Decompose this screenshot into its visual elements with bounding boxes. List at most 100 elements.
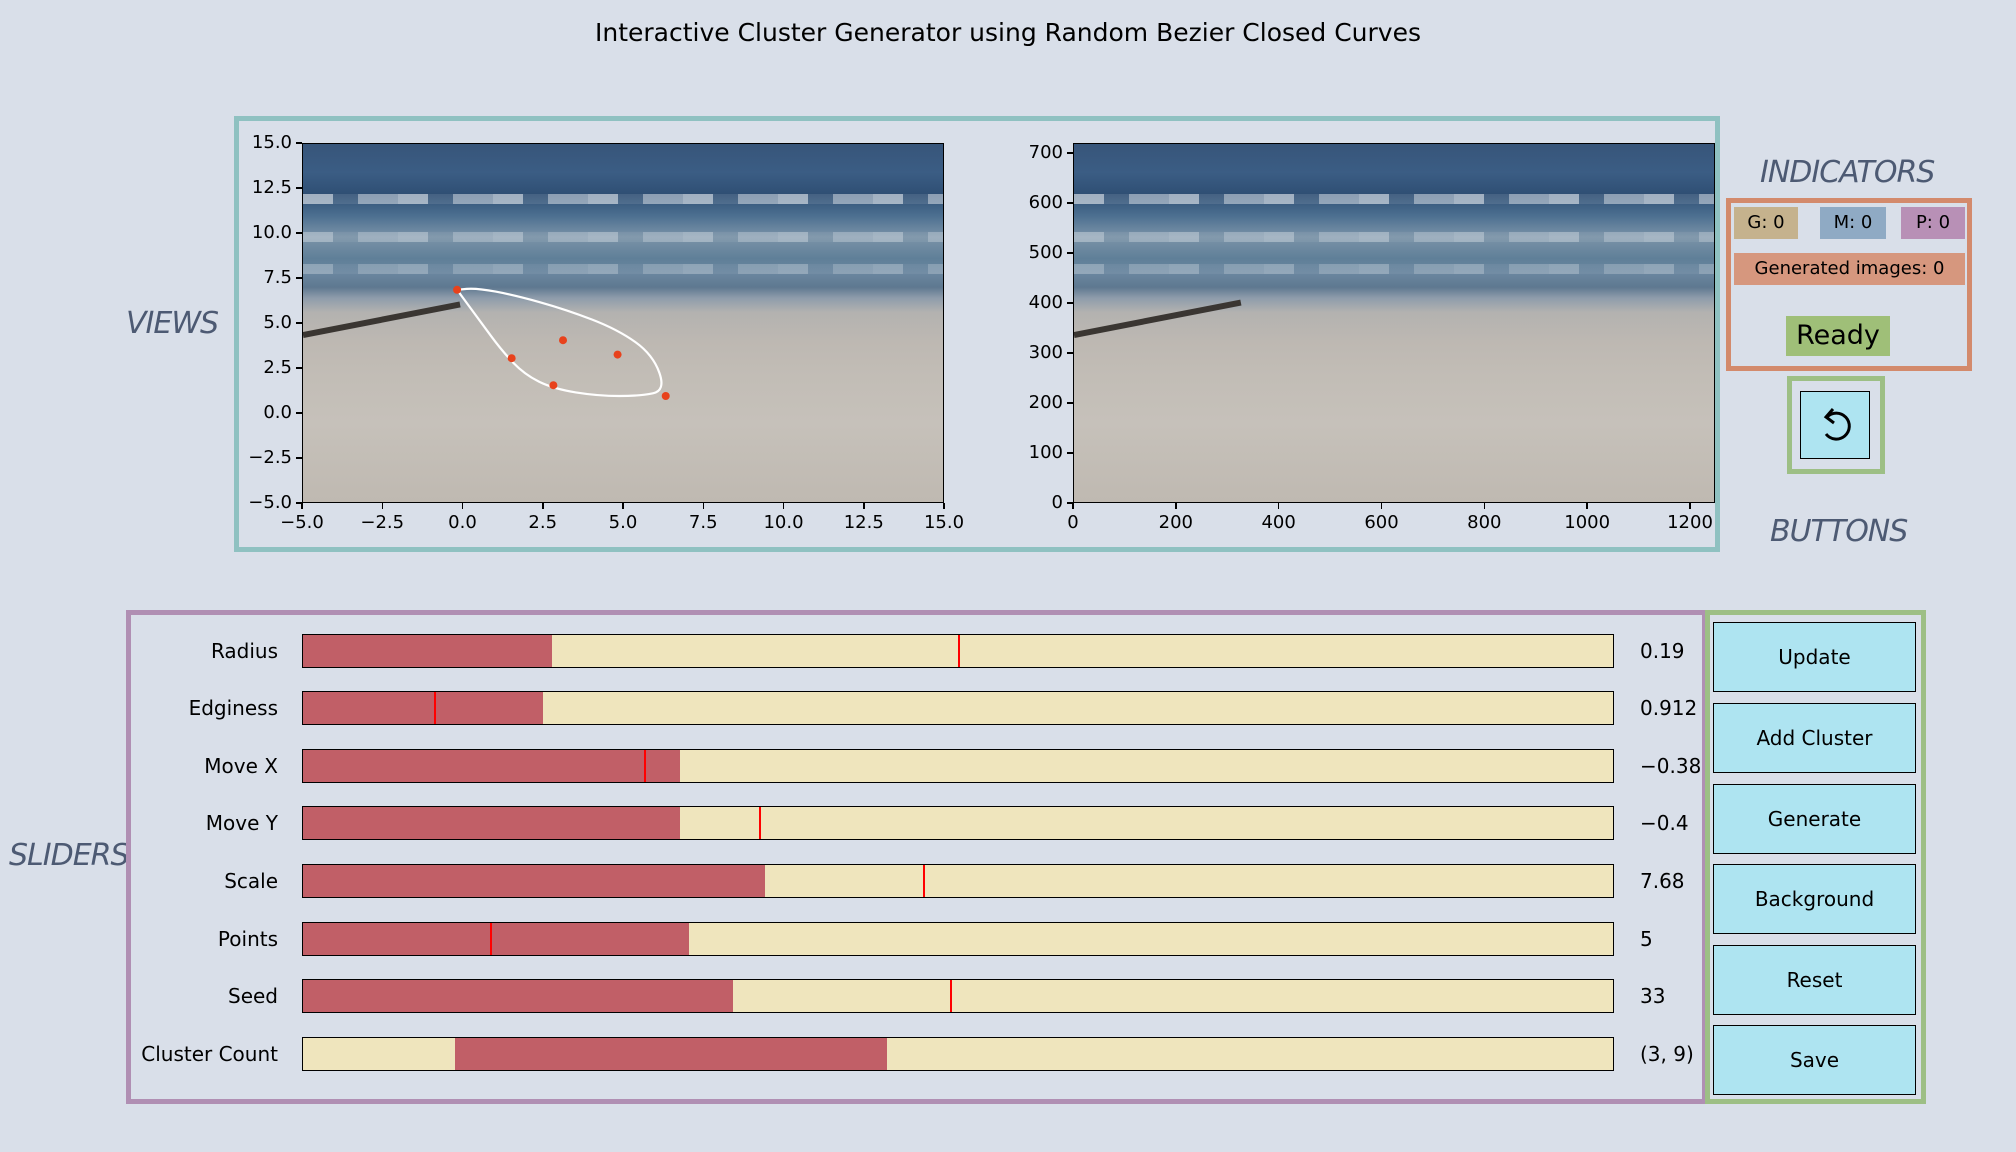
control-point[interactable]	[507, 354, 516, 363]
indicator-p: P: 0	[1901, 207, 1965, 239]
undo-arrow-icon	[1823, 408, 1851, 441]
status-indicator: Ready	[1786, 316, 1890, 356]
right-y-tick-mark	[1067, 152, 1073, 154]
control-point[interactable]	[559, 336, 568, 345]
right-x-tick-label: 0	[1067, 512, 1079, 533]
left-y-tick-label: 2.5	[263, 357, 292, 378]
right-y-tick-mark	[1067, 502, 1073, 504]
indicator-generated-images: Generated images: 0	[1734, 253, 1965, 285]
right-y-tick-mark	[1067, 452, 1073, 454]
slider-fill	[303, 980, 733, 1012]
slider-label-scale: Scale	[224, 869, 278, 893]
left-x-tick-label: 5.0	[608, 512, 638, 533]
left-view-image[interactable]	[302, 143, 944, 503]
right-x-tick-label: 600	[1364, 512, 1399, 533]
right-x-tick-label: 200	[1158, 512, 1193, 533]
slider-initial-marker	[758, 807, 761, 839]
background-button[interactable]: Background	[1713, 864, 1916, 934]
indicator-g: G: 0	[1734, 207, 1798, 239]
slider-label-seed: Seed	[228, 984, 278, 1008]
slider-value-move-y: −0.4	[1640, 811, 1689, 835]
left-y-tick-mark	[296, 277, 302, 279]
slider-move-x[interactable]	[302, 749, 1614, 783]
slider-cluster-count[interactable]	[302, 1037, 1614, 1071]
left-x-tick-mark	[702, 503, 704, 509]
reset-button[interactable]: Reset	[1713, 945, 1916, 1015]
slider-fill	[303, 635, 552, 667]
slider-value-radius: 0.19	[1640, 639, 1685, 663]
left-y-tick-mark	[296, 502, 302, 504]
slider-scale[interactable]	[302, 864, 1614, 898]
left-x-tick-mark	[461, 503, 464, 509]
wave-foam	[1074, 264, 1714, 274]
slider-label-edginess: Edginess	[188, 696, 278, 720]
slider-value-points: 5	[1640, 927, 1653, 951]
update-button[interactable]: Update	[1713, 622, 1916, 692]
bezier-curve	[456, 287, 663, 398]
slider-seed[interactable]	[302, 979, 1614, 1013]
left-x-tick-label: 12.5	[843, 512, 884, 533]
control-point[interactable]	[453, 285, 462, 294]
slider-fill	[303, 750, 681, 782]
slider-radius[interactable]	[302, 634, 1614, 668]
slider-initial-marker	[922, 865, 925, 897]
left-y-tick-mark	[296, 367, 302, 369]
control-point[interactable]	[549, 381, 558, 390]
slider-initial-marker	[490, 923, 493, 955]
slider-label-move-y: Move Y	[205, 811, 278, 835]
slider-fill	[303, 865, 766, 897]
left-y-tick-label: 10.0	[251, 222, 292, 243]
left-x-tick-label: 2.5	[528, 512, 558, 533]
indicator-m: M: 0	[1820, 207, 1886, 239]
left-y-tick-label: 15.0	[251, 132, 292, 153]
wave-foam	[1074, 194, 1714, 204]
wave-foam	[303, 264, 943, 274]
slider-fill	[454, 1038, 888, 1070]
left-y-tick-label: 0.0	[263, 402, 292, 423]
slider-initial-marker	[434, 692, 436, 724]
wave-foam	[303, 194, 943, 204]
right-x-tick-mark	[1380, 503, 1383, 509]
right-view-image	[1073, 143, 1715, 503]
left-y-tick-label: −2.5	[248, 447, 292, 468]
add-cluster-button[interactable]: Add Cluster	[1713, 703, 1916, 773]
buttons-frame	[1705, 610, 1926, 1104]
slider-label-points: Points	[217, 927, 278, 951]
save-button[interactable]: Save	[1713, 1025, 1916, 1095]
right-y-tick-mark	[1067, 302, 1073, 304]
slider-points[interactable]	[302, 922, 1614, 956]
slider-move-y[interactable]	[302, 806, 1614, 840]
left-x-tick-mark	[863, 503, 865, 509]
indicators-frame	[1726, 198, 1972, 371]
control-point[interactable]	[661, 392, 670, 400]
right-y-tick-label: 0	[1051, 492, 1063, 513]
buttons-section-label: BUTTONS	[1770, 514, 1908, 549]
generate-button[interactable]: Generate	[1713, 784, 1916, 854]
right-y-tick-label: 700	[1028, 142, 1063, 163]
sliders-frame	[126, 610, 1707, 1104]
sliders-section-label: SLIDERS	[9, 838, 130, 873]
left-x-tick-label: 10.0	[763, 512, 804, 533]
right-x-tick-mark	[1689, 503, 1691, 509]
right-x-tick-label: 400	[1261, 512, 1296, 533]
right-y-tick-label: 200	[1028, 392, 1063, 413]
wave-foam	[1074, 232, 1714, 242]
control-point[interactable]	[613, 350, 622, 359]
slider-value-seed: 33	[1640, 984, 1666, 1008]
right-y-tick-label: 500	[1028, 242, 1063, 263]
left-y-tick-label: 12.5	[251, 177, 292, 198]
slider-initial-marker	[958, 635, 960, 667]
slider-label-cluster-count: Cluster Count	[141, 1042, 278, 1066]
slider-initial-marker	[643, 750, 646, 782]
undo-button[interactable]	[1800, 391, 1870, 459]
left-y-tick-mark	[296, 457, 302, 459]
right-y-tick-label: 600	[1028, 192, 1063, 213]
left-y-tick-label: 7.5	[263, 267, 292, 288]
right-x-tick-mark	[1483, 503, 1486, 509]
left-x-tick-mark	[943, 503, 945, 509]
right-y-tick-mark	[1067, 402, 1073, 404]
slider-edginess[interactable]	[302, 691, 1614, 725]
views-section-label: VIEWS	[126, 306, 219, 341]
left-y-tick-mark	[296, 412, 302, 414]
slider-label-move-x: Move X	[204, 754, 278, 778]
